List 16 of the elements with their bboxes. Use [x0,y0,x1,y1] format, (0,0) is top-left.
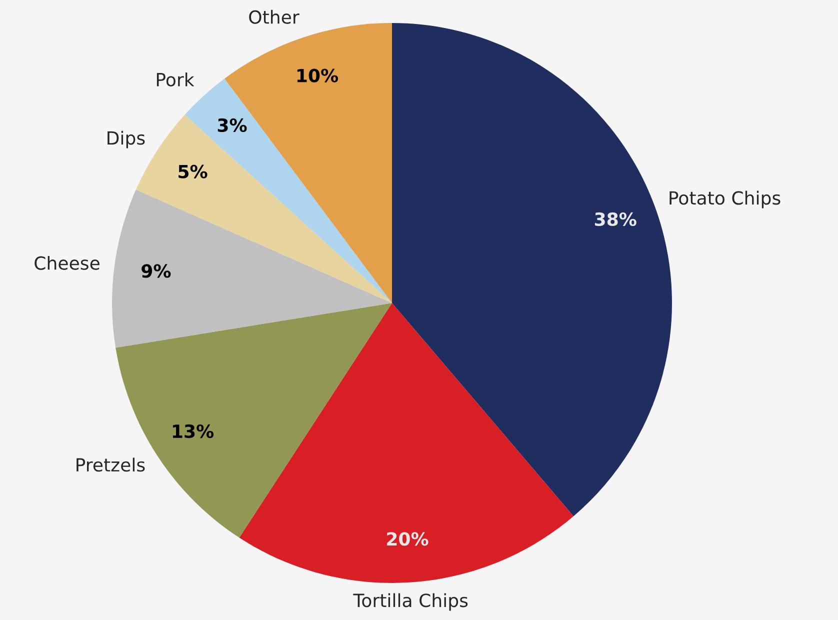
slice-label: Cheese [34,256,100,270]
data-label: 13% [172,424,214,438]
slice-label: Dips [108,130,145,148]
data-label: 10% [297,68,338,82]
slice-label: Pork [156,72,194,86]
slice-label: Pretzels [76,458,145,472]
data-label: 5% [178,164,208,178]
slice-label: Tortilla Chips [353,593,468,611]
data-label: 38% [594,212,636,226]
pie-slice [239,303,574,583]
data-label: 9% [142,264,171,278]
slice-label: Potato Chips [670,190,780,208]
pie-slice [112,190,392,348]
data-label: 3% [218,118,247,132]
data-label: 20% [387,532,428,546]
slice-label: Other [249,10,300,24]
